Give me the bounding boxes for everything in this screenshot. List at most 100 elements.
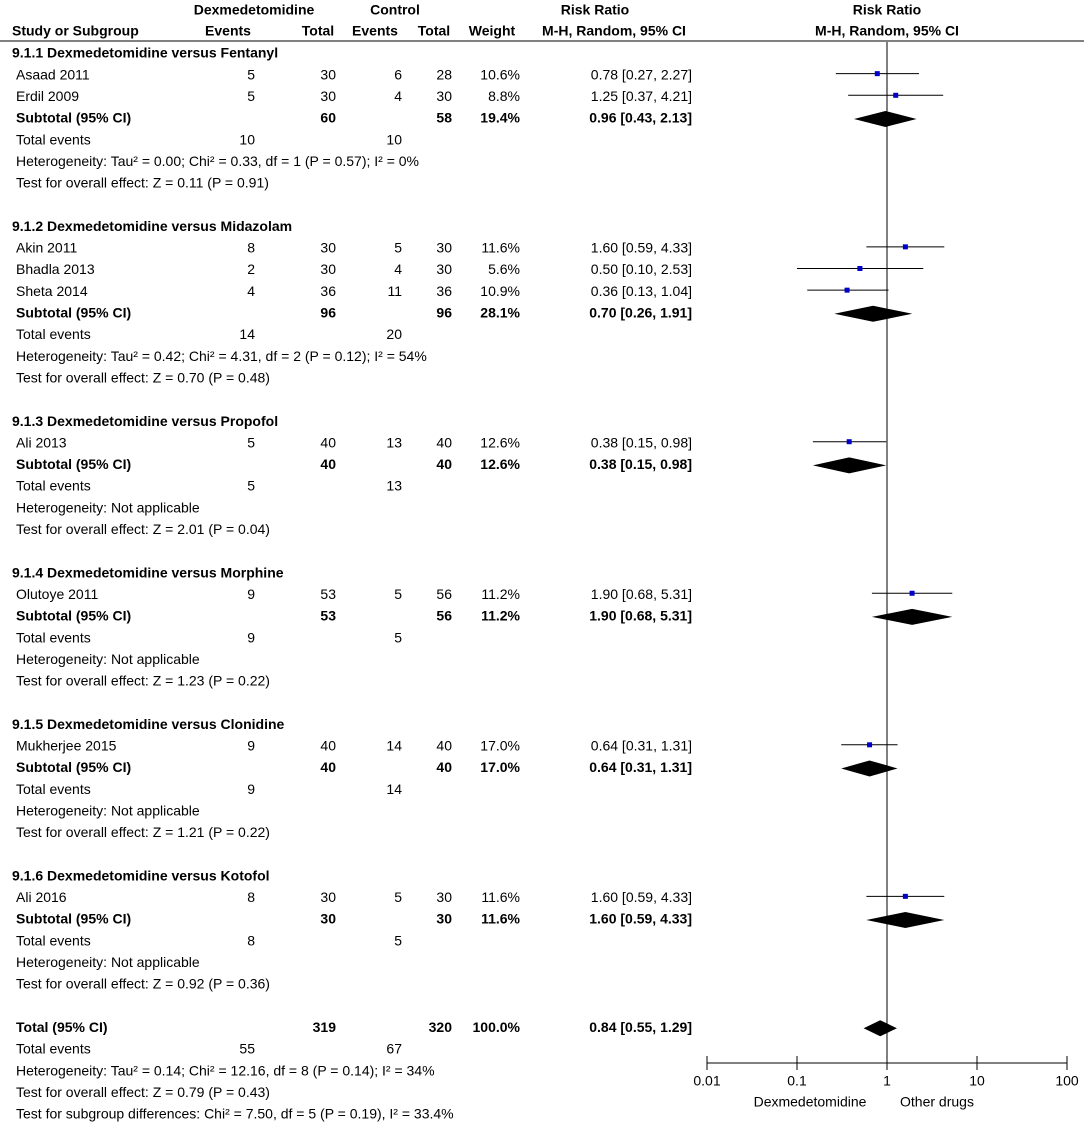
- study-square: [893, 92, 899, 98]
- subtotal-label: 0.84 [0.55, 1.29]: [589, 1019, 692, 1035]
- subtotal-weight: 11.2%: [481, 608, 520, 624]
- x-tick-label: 1: [883, 1073, 891, 1089]
- total-events: 55: [239, 1041, 255, 1057]
- study-square: [867, 742, 873, 748]
- study-total-exp: 30: [320, 240, 336, 256]
- study-name: Asaad 2011: [16, 66, 90, 82]
- heterogeneity: Heterogeneity: Tau² = 0.14; Chi² = 12.16…: [16, 1062, 435, 1078]
- subtotal-weight: 17.0%: [480, 759, 520, 775]
- study-label: 1.60 [0.59, 4.33]: [591, 240, 692, 256]
- study-name: Ali 2016: [16, 889, 67, 905]
- header: Total: [302, 23, 334, 39]
- overall-effect: Test for overall effect: Z = 0.79 (P = 0…: [16, 1084, 270, 1100]
- total-events: 5: [394, 629, 402, 645]
- header: Control: [370, 2, 420, 18]
- overall-effect: Test for overall effect: Z = 1.21 (P = 0…: [16, 824, 270, 840]
- study-events-ctrl: 4: [394, 261, 402, 277]
- study-name: Akin 2011: [16, 240, 77, 256]
- subtotal-name: Subtotal (95% CI): [16, 305, 131, 321]
- subtotal-name: Subtotal (95% CI): [16, 110, 131, 126]
- study-events-ctrl: 13: [386, 434, 402, 450]
- study-total-exp: 30: [320, 66, 336, 82]
- group-title: 9.1.3 Dexmedetomidine versus Propofol: [12, 413, 278, 429]
- study-label: 1.25 [0.37, 4.21]: [591, 88, 692, 104]
- study-total-exp: 36: [320, 283, 336, 299]
- study-total-ctrl: 40: [436, 738, 452, 754]
- subtotal-total-ctrl: 58: [436, 110, 452, 126]
- header: Events: [205, 23, 251, 39]
- study-weight: 11.6%: [481, 889, 520, 905]
- diamond: [812, 457, 887, 474]
- study-weight: 5.6%: [488, 261, 520, 277]
- x-tick-label: 0.1: [787, 1073, 807, 1089]
- study-square: [844, 287, 850, 293]
- subtotal-name: Total (95% CI): [16, 1019, 108, 1035]
- header: M-H, Random, 95% CI: [542, 23, 686, 39]
- study-square: [902, 244, 908, 250]
- study-events-exp: 8: [247, 889, 255, 905]
- total-events: 67: [386, 1041, 402, 1057]
- total-events: 10: [386, 131, 402, 147]
- subtotal-label: 1.90 [0.68, 5.31]: [589, 608, 692, 624]
- total-events-label: Total events: [16, 629, 91, 645]
- study-weight: 12.6%: [480, 434, 520, 450]
- diamond: [854, 110, 917, 127]
- diamond: [866, 912, 945, 928]
- subtotal-weight: 100.0%: [473, 1019, 521, 1035]
- study-label: 0.36 [0.13, 1.04]: [591, 283, 692, 299]
- study-name: Mukherjee 2015: [16, 738, 117, 754]
- study-events-exp: 9: [247, 738, 255, 754]
- study-total-exp: 40: [320, 434, 336, 450]
- total-events-label: Total events: [16, 326, 91, 342]
- subtotal-weight: 12.6%: [480, 456, 520, 472]
- subtotal-label: 0.96 [0.43, 2.13]: [589, 110, 692, 126]
- subtotal-total-exp: 40: [320, 759, 336, 775]
- study-events-exp: 5: [247, 88, 255, 104]
- overall-effect: Test for overall effect: Z = 0.70 (P = 0…: [16, 369, 270, 385]
- study-label: 0.38 [0.15, 0.98]: [591, 434, 692, 450]
- total-events: 5: [247, 478, 255, 494]
- header: M-H, Random, 95% CI: [815, 23, 959, 39]
- study-total-ctrl: 40: [436, 434, 452, 450]
- overall-effect: Test for overall effect: Z = 1.23 (P = 0…: [16, 673, 270, 689]
- study-label: 1.60 [0.59, 4.33]: [591, 889, 692, 905]
- study-weight: 10.9%: [480, 283, 520, 299]
- diamond: [841, 760, 898, 777]
- x-tick-label: 10: [969, 1073, 985, 1089]
- heterogeneity: Heterogeneity: Not applicable: [16, 651, 200, 667]
- header: Risk Ratio: [853, 2, 921, 18]
- study-label: 1.90 [0.68, 5.31]: [591, 586, 692, 602]
- subtotal-label: 0.64 [0.31, 1.31]: [589, 759, 692, 775]
- total-events-label: Total events: [16, 932, 91, 948]
- subtotal-total-exp: 53: [320, 608, 336, 624]
- total-events: 14: [239, 326, 255, 342]
- study-total-ctrl: 30: [436, 88, 452, 104]
- study-events-exp: 9: [247, 586, 255, 602]
- subtotal-name: Subtotal (95% CI): [16, 608, 131, 624]
- total-events-label: Total events: [16, 781, 91, 797]
- subgroup-differences: Test for subgroup differences: Chi² = 7.…: [16, 1106, 454, 1122]
- study-weight: 17.0%: [480, 738, 520, 754]
- study-events-exp: 2: [247, 261, 255, 277]
- total-events: 8: [247, 932, 255, 948]
- study-events-exp: 4: [247, 283, 255, 299]
- diamond: [834, 305, 913, 322]
- study-total-ctrl: 30: [436, 240, 452, 256]
- total-events: 13: [386, 478, 402, 494]
- subtotal-weight: 28.1%: [480, 305, 520, 321]
- study-events-exp: 5: [247, 66, 255, 82]
- study-name: Sheta 2014: [16, 283, 88, 299]
- group-title: 9.1.6 Dexmedetomidine versus Kotofol: [12, 867, 270, 883]
- diamond: [863, 1020, 897, 1037]
- study-events-ctrl: 4: [394, 88, 402, 104]
- diamond: [871, 608, 953, 625]
- subtotal-total-ctrl: 56: [436, 608, 452, 624]
- heterogeneity: Heterogeneity: Not applicable: [16, 802, 200, 818]
- study-events-ctrl: 5: [394, 889, 402, 905]
- study-total-exp: 53: [320, 586, 336, 602]
- total-events-label: Total events: [16, 131, 91, 147]
- subtotal-total-ctrl: 30: [436, 911, 452, 927]
- overall-effect: Test for overall effect: Z = 0.11 (P = 0…: [16, 175, 269, 191]
- total-events: 9: [247, 781, 255, 797]
